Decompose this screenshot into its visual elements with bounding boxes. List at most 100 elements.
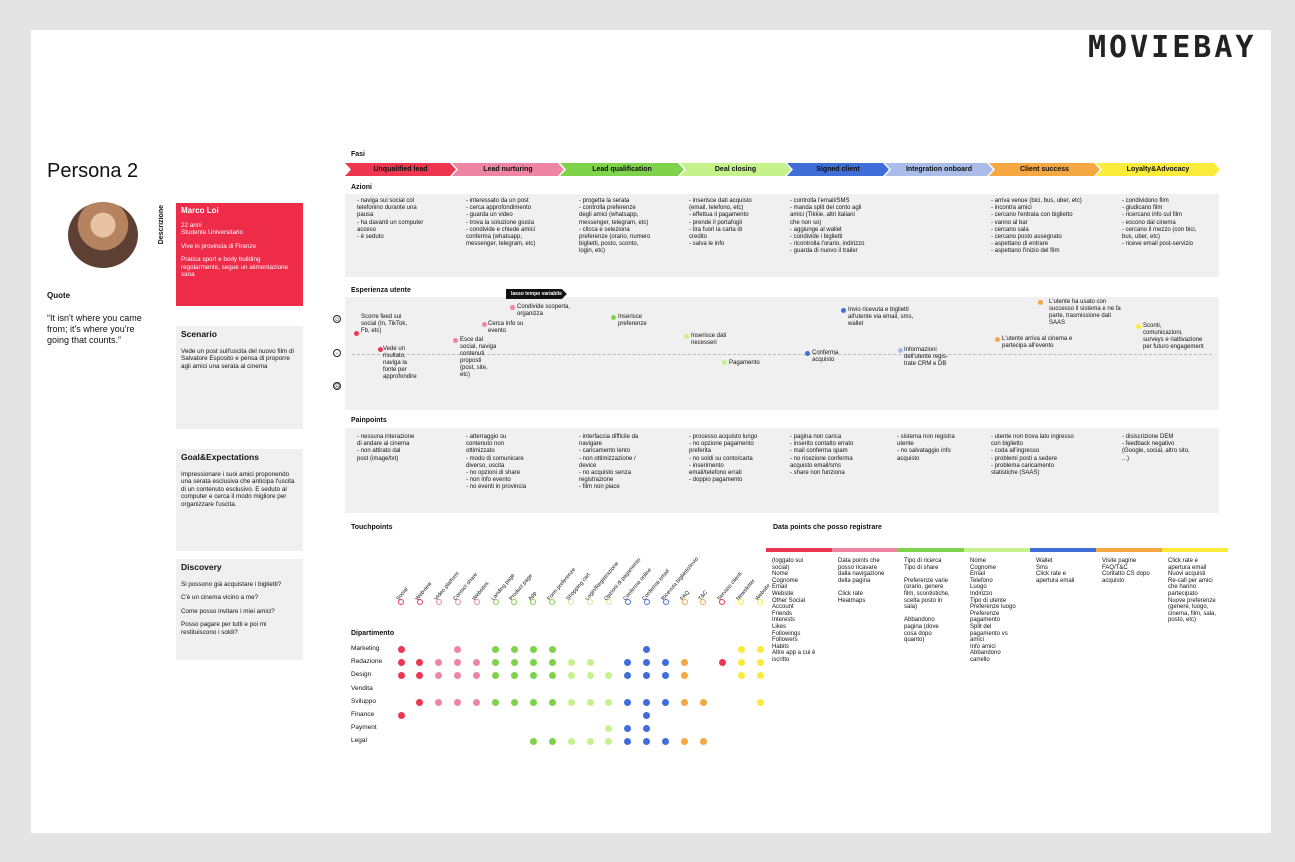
painpoint-column: - interfaccia difficile da navigare - ca… — [579, 434, 639, 491]
department-dot — [454, 698, 462, 706]
touchpoint-marker — [511, 599, 518, 605]
department-dot — [492, 672, 499, 680]
experience-node — [898, 348, 903, 353]
datapoint-column: Visite pagine FAQ/T&C Contatto CS dopo a… — [1102, 558, 1150, 584]
painpoint-column: - disiscrizione DEM - feedback negativo … — [1122, 434, 1190, 462]
experience-label: Esperienza utente — [351, 287, 411, 294]
phase-lead-nurturing: Lead nurturing — [452, 163, 564, 176]
department-dot — [662, 672, 670, 680]
datapoint-column: Click rate e apertura email Nuovi acquis… — [1168, 558, 1217, 624]
department-dot — [492, 659, 499, 667]
department-dot — [510, 672, 518, 680]
datapoint-color-bar — [964, 548, 1030, 552]
department-dot — [492, 698, 499, 706]
experience-node — [1136, 324, 1141, 329]
persona-age: 22 anni Studente Universitario — [181, 221, 243, 237]
datapoints-label: Data points che posso registrare — [773, 524, 882, 531]
department-dot — [548, 698, 556, 706]
touchpoint-marker — [435, 599, 442, 605]
experience-node — [354, 331, 359, 336]
department-dot — [643, 738, 651, 746]
department-dot — [548, 659, 556, 667]
phase-signed-client: Signed client — [787, 163, 889, 176]
experience-text: Inserisce preferenze — [618, 314, 647, 327]
action-column: - arriva venue (bici, bus, uber, etc) - … — [991, 198, 1082, 255]
persona-location: Vive in provincia di Firenze — [181, 242, 257, 250]
department-dot — [416, 698, 424, 706]
touchpoint-marker — [568, 599, 575, 605]
experience-text: Condivide scoperta, organizza — [517, 304, 571, 317]
discovery-title: Discovery — [181, 562, 222, 572]
department-dot — [492, 646, 499, 653]
department-dot — [586, 698, 594, 706]
touchpoint-marker — [549, 599, 556, 605]
happy-face-icon: ☺ — [333, 315, 341, 323]
phase-label: Loyalty&Advocacy — [1126, 166, 1190, 173]
experience-node — [510, 305, 515, 310]
department-dot — [435, 672, 443, 680]
goals-text: Impressionare i suoi amici proponendo un… — [181, 470, 295, 508]
department-dot — [643, 698, 651, 706]
department-dot — [756, 672, 764, 680]
department-name: Payment — [351, 724, 377, 732]
touchpoint-marker — [473, 599, 480, 605]
department-dot — [643, 712, 651, 719]
description-label: Descrizione — [158, 205, 165, 245]
department-dot — [662, 738, 670, 746]
experience-text: Esce dal social, naviga contenuti propos… — [460, 337, 497, 378]
painpoint-column: - utente non trova lato ingresso con big… — [991, 434, 1074, 477]
department-dot — [605, 738, 613, 746]
department-dot — [567, 672, 575, 680]
painpoints-panel — [345, 428, 1219, 513]
department-dot — [529, 698, 537, 706]
experience-text: Cerca info su evento — [488, 321, 524, 334]
sad-face-icon: ☹ — [333, 382, 341, 390]
department-dot — [586, 659, 594, 667]
discovery-item: Si possono già acquistare i biglietti? — [181, 580, 282, 588]
department-dot — [681, 659, 688, 667]
painpoint-column: - nessuna interazione di andare al cinem… — [357, 434, 415, 462]
experience-node — [805, 351, 810, 356]
experience-text: Vede un risultato, naviga la fonte per a… — [383, 346, 417, 380]
painpoints-label: Painpoints — [351, 417, 387, 424]
experience-text: L'utente arriva al cinema e partecipa al… — [1002, 336, 1073, 349]
action-column: - progetta la serata - controlla prefere… — [579, 198, 651, 255]
department-dot — [699, 738, 707, 746]
time-span-badge: lasso tempo variabile — [506, 289, 567, 299]
department-dot — [510, 698, 518, 706]
department-dot — [529, 646, 537, 653]
persona-title: Persona 2 — [47, 160, 139, 182]
department-dot — [624, 738, 632, 746]
persona-habits: Pratica sport e body building regolarmen… — [181, 256, 289, 278]
azioni-label: Azioni — [351, 184, 372, 191]
experience-text: Sconti, comunicazioni, surveys e riattiv… — [1143, 323, 1204, 350]
department-dot — [548, 646, 556, 653]
department-dot — [643, 659, 651, 667]
fasi-label: Fasi — [351, 151, 366, 158]
touchpoint-marker — [738, 599, 745, 605]
department-dot — [548, 672, 556, 680]
department-dot — [643, 672, 651, 680]
department-dot — [662, 698, 670, 706]
phase-loyalty-advocacy: Loyalty&Advocacy — [1096, 163, 1220, 176]
datapoint-color-bar — [832, 548, 898, 552]
department-dot — [699, 698, 707, 706]
neutral-baseline — [352, 354, 1212, 355]
touchpoints-label: Touchpoints — [351, 524, 393, 531]
experience-text: Pagamento — [729, 360, 760, 366]
department-dot — [567, 659, 575, 667]
touchpoint-marker — [605, 599, 612, 605]
experience-panel — [345, 297, 1219, 410]
department-dot — [548, 738, 556, 746]
scenario-text: Vede un post sull'uscita del nuovo film … — [181, 347, 294, 370]
department-dot — [624, 698, 632, 706]
painpoint-column: - pagina non carica - inserito contatto … — [790, 434, 854, 477]
department-dot — [681, 738, 688, 746]
department-dot — [737, 672, 745, 680]
department-dot — [473, 672, 481, 680]
avatar — [68, 202, 138, 268]
experience-text: Scorre feed sui social (In, TikTok, Fb, … — [361, 314, 408, 334]
moviebay-logo: MOVIEBAY — [1088, 30, 1257, 65]
phase-label: Lead nurturing — [483, 166, 533, 173]
department-dot — [529, 659, 537, 667]
